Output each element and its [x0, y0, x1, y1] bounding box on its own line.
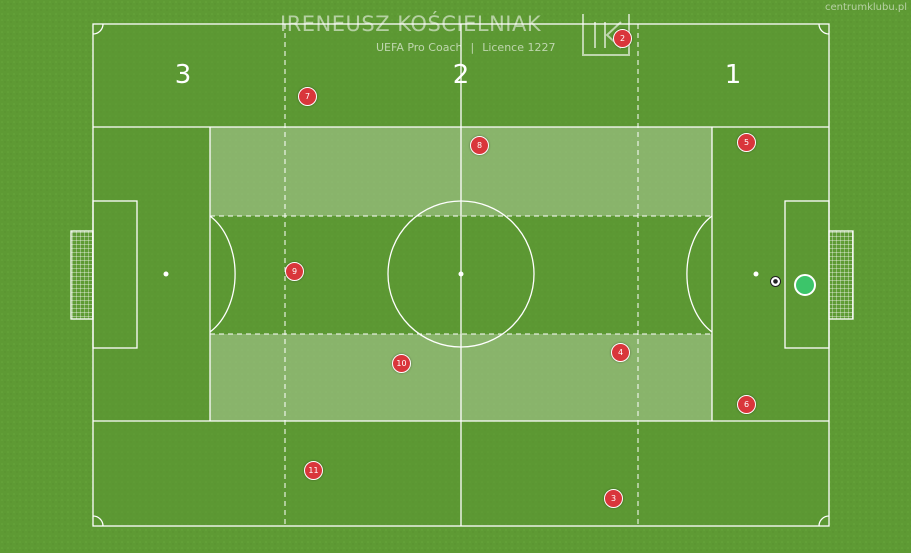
coach-role: UEFA Pro Coach	[376, 41, 463, 54]
player-marker[interactable]: 8	[470, 136, 489, 155]
player-marker[interactable]: 3	[604, 489, 623, 508]
player-marker[interactable]: 6	[737, 395, 756, 414]
player-marker[interactable]: 4	[611, 343, 630, 362]
left-penalty-spot	[163, 271, 169, 277]
corner-arc-top-right	[818, 23, 830, 35]
player-marker[interactable]: 5	[737, 133, 756, 152]
coach-credentials: UEFA Pro Coach | Licence 1227	[376, 41, 555, 54]
zone-label-1: 1	[724, 60, 742, 90]
coach-name-title: IRENEUSZ KOŚCIELNIAK	[280, 12, 542, 36]
credentials-separator: |	[470, 41, 475, 54]
centre-circle	[387, 200, 535, 348]
goalkeeper-marker[interactable]	[794, 274, 816, 296]
player-marker[interactable]: 9	[285, 262, 304, 281]
player-marker[interactable]: 10	[392, 354, 411, 373]
coach-licence: Licence 1227	[482, 41, 556, 54]
left-goal	[70, 230, 94, 320]
left-penalty-arc	[209, 215, 236, 333]
corner-arc-top-left	[92, 23, 104, 35]
zone-label-3: 3	[174, 60, 192, 90]
right-goal	[828, 230, 854, 320]
ball-icon[interactable]: ●	[770, 276, 781, 287]
right-penalty-spot	[753, 271, 759, 277]
zone-label-2: 2	[452, 60, 470, 90]
corner-arc-bottom-left	[92, 515, 104, 527]
right-penalty-arc	[686, 215, 713, 333]
centre-spot	[458, 271, 464, 277]
player-marker[interactable]: 11	[304, 461, 323, 480]
site-watermark: centrumklubu.pl	[825, 2, 907, 13]
player-marker[interactable]: 2	[613, 29, 632, 48]
player-marker[interactable]: 7	[298, 87, 317, 106]
corner-arc-bottom-right	[818, 515, 830, 527]
